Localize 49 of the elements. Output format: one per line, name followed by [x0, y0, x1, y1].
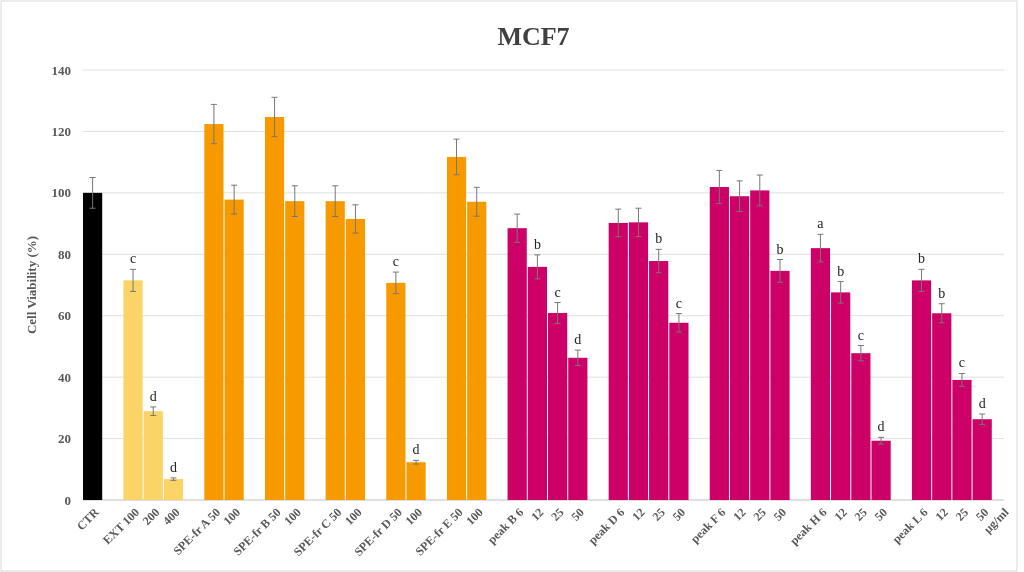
- x-tick-label: 25: [548, 505, 567, 524]
- x-tick-label: 12: [730, 505, 749, 524]
- data-label: c: [958, 355, 966, 371]
- y-axis-title: Cell Viability (%): [24, 235, 39, 335]
- x-tick-label: 50: [568, 505, 587, 524]
- data-label: d: [574, 332, 582, 348]
- data-label: d: [169, 459, 177, 475]
- y-tick-label: 100: [51, 185, 71, 201]
- data-label: c: [675, 295, 683, 311]
- data-label: c: [392, 254, 399, 270]
- chart-title: MCF7: [497, 22, 570, 51]
- x-tick-label: 100: [281, 505, 304, 528]
- y-tick-label: 80: [58, 246, 71, 262]
- data-label: b: [533, 236, 541, 252]
- x-tick-label: 100: [341, 505, 365, 528]
- data-label: d: [877, 419, 885, 435]
- y-tick-label: 140: [51, 62, 71, 78]
- x-tick-label: 25: [750, 505, 769, 524]
- x-tick-label: 100: [463, 505, 486, 528]
- data-label: b: [776, 241, 784, 257]
- y-tick-label: 60: [58, 308, 71, 324]
- bar: [83, 192, 103, 500]
- data-label: c: [554, 284, 561, 300]
- y-tick-label: 40: [58, 369, 71, 385]
- data-label: b: [655, 231, 663, 247]
- x-tick-label: 12: [932, 505, 951, 524]
- x-tick-label: 12: [629, 505, 648, 524]
- x-tick-label: 50: [770, 505, 790, 524]
- data-label: b: [918, 251, 926, 267]
- x-tick-label: 25: [649, 505, 668, 524]
- y-tick-label: 120: [51, 123, 71, 139]
- x-tick-label: 50: [669, 505, 689, 524]
- data-label: c: [129, 251, 137, 267]
- data-label: d: [412, 442, 420, 458]
- x-tick-label: 12: [528, 505, 547, 524]
- x-tick-label: 100: [220, 505, 244, 528]
- data-label: a: [817, 216, 825, 232]
- x-tick-label: 25: [952, 505, 972, 524]
- x-tick-label: 25: [851, 505, 870, 524]
- data-label: b: [837, 263, 845, 279]
- data-label: c: [857, 327, 864, 343]
- y-tick-label: 0: [64, 492, 71, 508]
- data-label: d: [978, 396, 986, 411]
- data-label: d: [149, 388, 157, 404]
- y-tick-label: 20: [58, 431, 71, 447]
- data-label: b: [938, 285, 946, 301]
- x-tick-label: 12: [831, 505, 850, 524]
- x-tick-label: 50: [871, 505, 891, 524]
- x-tick-label: 100: [402, 505, 426, 528]
